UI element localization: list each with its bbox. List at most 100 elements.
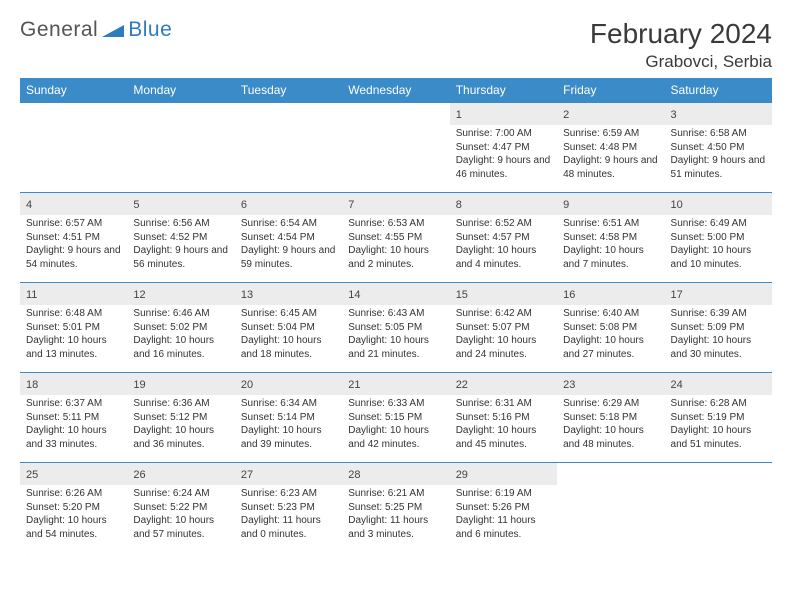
day-cell: 11Sunrise: 6:48 AMSunset: 5:01 PMDayligh…	[20, 283, 127, 373]
weekday-header: Thursday	[450, 78, 557, 103]
day-cell: 5Sunrise: 6:56 AMSunset: 4:52 PMDaylight…	[127, 193, 234, 283]
day-number-bar: 24	[665, 373, 772, 395]
day-number-bar: 29	[450, 463, 557, 485]
sunrise-line: Sunrise: 6:46 AM	[133, 307, 228, 321]
sunrise-line: Sunrise: 6:51 AM	[563, 217, 658, 231]
daylight-line: Daylight: 9 hours and 46 minutes.	[456, 154, 551, 181]
day-body: Sunrise: 6:31 AMSunset: 5:16 PMDaylight:…	[450, 395, 557, 455]
sunrise-line: Sunrise: 6:36 AM	[133, 397, 228, 411]
sunset-line: Sunset: 5:23 PM	[241, 501, 336, 515]
day-number: 2	[563, 109, 569, 121]
daylight-line: Daylight: 10 hours and 10 minutes.	[671, 244, 766, 271]
day-cell: 20Sunrise: 6:34 AMSunset: 5:14 PMDayligh…	[235, 373, 342, 463]
daylight-line: Daylight: 9 hours and 48 minutes.	[563, 154, 658, 181]
sunrise-line: Sunrise: 6:49 AM	[671, 217, 766, 231]
daylight-line: Daylight: 9 hours and 51 minutes.	[671, 154, 766, 181]
day-body: Sunrise: 6:19 AMSunset: 5:26 PMDaylight:…	[450, 485, 557, 545]
empty-cell	[665, 463, 772, 553]
daylight-line: Daylight: 9 hours and 54 minutes.	[26, 244, 121, 271]
day-number: 9	[563, 199, 569, 211]
day-number-bar: 16	[557, 283, 664, 305]
day-number: 22	[456, 379, 468, 391]
sunset-line: Sunset: 5:26 PM	[456, 501, 551, 515]
daylight-line: Daylight: 9 hours and 56 minutes.	[133, 244, 228, 271]
sunset-line: Sunset: 5:00 PM	[671, 231, 766, 245]
sunrise-line: Sunrise: 6:52 AM	[456, 217, 551, 231]
day-number-bar: 1	[450, 103, 557, 125]
sunset-line: Sunset: 4:50 PM	[671, 141, 766, 155]
day-cell: 17Sunrise: 6:39 AMSunset: 5:09 PMDayligh…	[665, 283, 772, 373]
sunrise-line: Sunrise: 7:00 AM	[456, 127, 551, 141]
day-cell: 6Sunrise: 6:54 AMSunset: 4:54 PMDaylight…	[235, 193, 342, 283]
day-number-bar: 26	[127, 463, 234, 485]
daylight-line: Daylight: 10 hours and 39 minutes.	[241, 424, 336, 451]
sunset-line: Sunset: 4:58 PM	[563, 231, 658, 245]
day-number: 24	[671, 379, 683, 391]
sunrise-line: Sunrise: 6:28 AM	[671, 397, 766, 411]
sunrise-line: Sunrise: 6:42 AM	[456, 307, 551, 321]
sunset-line: Sunset: 5:05 PM	[348, 321, 443, 335]
sunrise-line: Sunrise: 6:26 AM	[26, 487, 121, 501]
day-number: 28	[348, 469, 360, 481]
week-row: 4Sunrise: 6:57 AMSunset: 4:51 PMDaylight…	[20, 193, 772, 283]
day-number: 8	[456, 199, 462, 211]
sunrise-line: Sunrise: 6:23 AM	[241, 487, 336, 501]
day-body: Sunrise: 6:48 AMSunset: 5:01 PMDaylight:…	[20, 305, 127, 365]
week-row: 25Sunrise: 6:26 AMSunset: 5:20 PMDayligh…	[20, 463, 772, 553]
day-cell: 26Sunrise: 6:24 AMSunset: 5:22 PMDayligh…	[127, 463, 234, 553]
day-body: Sunrise: 6:33 AMSunset: 5:15 PMDaylight:…	[342, 395, 449, 455]
day-number-bar: 8	[450, 193, 557, 215]
day-body: Sunrise: 6:53 AMSunset: 4:55 PMDaylight:…	[342, 215, 449, 275]
daylight-line: Daylight: 9 hours and 59 minutes.	[241, 244, 336, 271]
daylight-line: Daylight: 10 hours and 30 minutes.	[671, 334, 766, 361]
sunset-line: Sunset: 5:01 PM	[26, 321, 121, 335]
sunset-line: Sunset: 5:02 PM	[133, 321, 228, 335]
week-row: 1Sunrise: 7:00 AMSunset: 4:47 PMDaylight…	[20, 103, 772, 193]
sunset-line: Sunset: 4:51 PM	[26, 231, 121, 245]
brand-text-1: General	[20, 18, 98, 42]
day-number: 10	[671, 199, 683, 211]
daylight-line: Daylight: 10 hours and 42 minutes.	[348, 424, 443, 451]
sunset-line: Sunset: 5:04 PM	[241, 321, 336, 335]
sunset-line: Sunset: 5:08 PM	[563, 321, 658, 335]
day-number-bar: 23	[557, 373, 664, 395]
day-cell: 18Sunrise: 6:37 AMSunset: 5:11 PMDayligh…	[20, 373, 127, 463]
day-body: Sunrise: 6:29 AMSunset: 5:18 PMDaylight:…	[557, 395, 664, 455]
sunset-line: Sunset: 4:48 PM	[563, 141, 658, 155]
day-number-bar: 25	[20, 463, 127, 485]
brand-triangle-icon	[102, 23, 124, 37]
day-cell: 15Sunrise: 6:42 AMSunset: 5:07 PMDayligh…	[450, 283, 557, 373]
day-number: 16	[563, 289, 575, 301]
day-body: Sunrise: 6:42 AMSunset: 5:07 PMDaylight:…	[450, 305, 557, 365]
day-body: Sunrise: 6:43 AMSunset: 5:05 PMDaylight:…	[342, 305, 449, 365]
daylight-line: Daylight: 10 hours and 18 minutes.	[241, 334, 336, 361]
day-number-bar: 20	[235, 373, 342, 395]
day-body: Sunrise: 6:59 AMSunset: 4:48 PMDaylight:…	[557, 125, 664, 185]
day-body: Sunrise: 6:36 AMSunset: 5:12 PMDaylight:…	[127, 395, 234, 455]
day-body: Sunrise: 6:57 AMSunset: 4:51 PMDaylight:…	[20, 215, 127, 275]
empty-cell	[127, 103, 234, 193]
day-number: 29	[456, 469, 468, 481]
daylight-line: Daylight: 11 hours and 0 minutes.	[241, 514, 336, 541]
day-number: 5	[133, 199, 139, 211]
day-number-bar: 10	[665, 193, 772, 215]
day-body: Sunrise: 7:00 AMSunset: 4:47 PMDaylight:…	[450, 125, 557, 185]
sunset-line: Sunset: 5:25 PM	[348, 501, 443, 515]
day-number-bar: 7	[342, 193, 449, 215]
sunset-line: Sunset: 5:11 PM	[26, 411, 121, 425]
sunrise-line: Sunrise: 6:58 AM	[671, 127, 766, 141]
sunset-line: Sunset: 5:19 PM	[671, 411, 766, 425]
sunrise-line: Sunrise: 6:37 AM	[26, 397, 121, 411]
day-number-bar: 19	[127, 373, 234, 395]
sunset-line: Sunset: 4:47 PM	[456, 141, 551, 155]
daylight-line: Daylight: 10 hours and 7 minutes.	[563, 244, 658, 271]
day-number: 7	[348, 199, 354, 211]
sunrise-line: Sunrise: 6:31 AM	[456, 397, 551, 411]
day-body: Sunrise: 6:34 AMSunset: 5:14 PMDaylight:…	[235, 395, 342, 455]
day-cell: 23Sunrise: 6:29 AMSunset: 5:18 PMDayligh…	[557, 373, 664, 463]
day-number-bar: 21	[342, 373, 449, 395]
sunrise-line: Sunrise: 6:54 AM	[241, 217, 336, 231]
daylight-line: Daylight: 10 hours and 24 minutes.	[456, 334, 551, 361]
day-number-bar: 11	[20, 283, 127, 305]
sunset-line: Sunset: 5:22 PM	[133, 501, 228, 515]
